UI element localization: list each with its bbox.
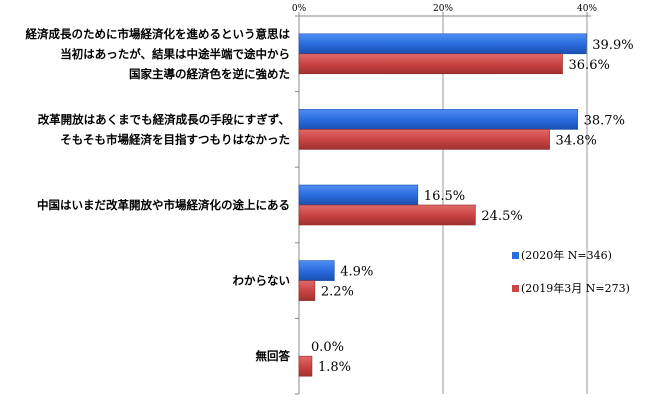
bar-series-2020 bbox=[298, 33, 587, 55]
data-label: 0.0% bbox=[311, 340, 344, 355]
x-tick-label: 0% bbox=[292, 4, 307, 14]
category-label-line: 中国はいまだ改革開放や市場経済化の途上にある bbox=[37, 198, 290, 212]
legend-label: (2019年3月 N=273) bbox=[521, 281, 630, 295]
data-label: 38.7% bbox=[584, 113, 625, 128]
category-label-line: 無回答 bbox=[256, 349, 291, 363]
bar-series-2019 bbox=[298, 204, 476, 226]
category-label-line: 経済成長のために市場経済化を進めるという意思は bbox=[26, 27, 291, 41]
category-label: 無回答 bbox=[256, 349, 291, 363]
x-tick-label: 40% bbox=[577, 4, 597, 14]
data-label: 2.2% bbox=[321, 285, 354, 300]
bars bbox=[298, 33, 587, 377]
legend-swatch bbox=[512, 252, 519, 259]
x-tick-labels: 0% 20% 40% bbox=[292, 4, 598, 14]
category-labels: 経済成長のために市場経済化を進めるという意思は当初はあったが、結果は中途半端で途… bbox=[26, 27, 291, 363]
bar-series-2020 bbox=[298, 184, 419, 206]
bar-series-2020 bbox=[298, 109, 578, 130]
data-labels: 39.9% 36.6% 38.7% 34.8% 16.5% 24.5% 4.9% 2.2% 0.… bbox=[311, 38, 634, 375]
legend-label: (2020年 N=346) bbox=[521, 248, 612, 262]
category-label: 改革開放はあくまでも経済成長の手段にすぎず、そもそも市場経済を目指すつもりはなか… bbox=[38, 112, 290, 146]
data-label: 1.8% bbox=[318, 360, 351, 375]
data-label: 36.6% bbox=[569, 58, 610, 73]
legend-swatch bbox=[512, 285, 519, 292]
legend: (2020年 N=346) (2019年3月 N=273) bbox=[512, 248, 630, 295]
data-label: 4.9% bbox=[340, 265, 373, 280]
category-label-line: わからない bbox=[233, 274, 291, 288]
category-label: わからない bbox=[233, 274, 291, 288]
category-label-line: 当初はあったが、結果は中途半端で途中から bbox=[60, 47, 290, 61]
data-label: 24.5% bbox=[481, 209, 522, 224]
category-label-line: 改革開放はあくまでも経済成長の手段にすぎず、 bbox=[38, 112, 290, 126]
category-label-line: そもそも市場経済を目指すつもりはなかった bbox=[60, 132, 290, 146]
category-label-line: 国家主導の経済色を逆に強めた bbox=[129, 67, 290, 81]
data-label: 16.5% bbox=[424, 189, 465, 204]
bar-series-2019 bbox=[298, 53, 563, 75]
bar-series-2019 bbox=[298, 129, 550, 150]
category-label: 経済成長のために市場経済化を進めるという意思は当初はあったが、結果は中途半端で途… bbox=[26, 27, 291, 81]
data-label: 39.9% bbox=[592, 38, 633, 53]
category-label: 中国はいまだ改革開放や市場経済化の途上にある bbox=[37, 198, 290, 212]
x-tick-label: 20% bbox=[433, 4, 453, 14]
bar-series-2019 bbox=[298, 280, 316, 301]
data-label: 34.8% bbox=[556, 133, 597, 148]
bar-series-2019 bbox=[298, 355, 313, 377]
bar-series-2020 bbox=[298, 260, 335, 281]
